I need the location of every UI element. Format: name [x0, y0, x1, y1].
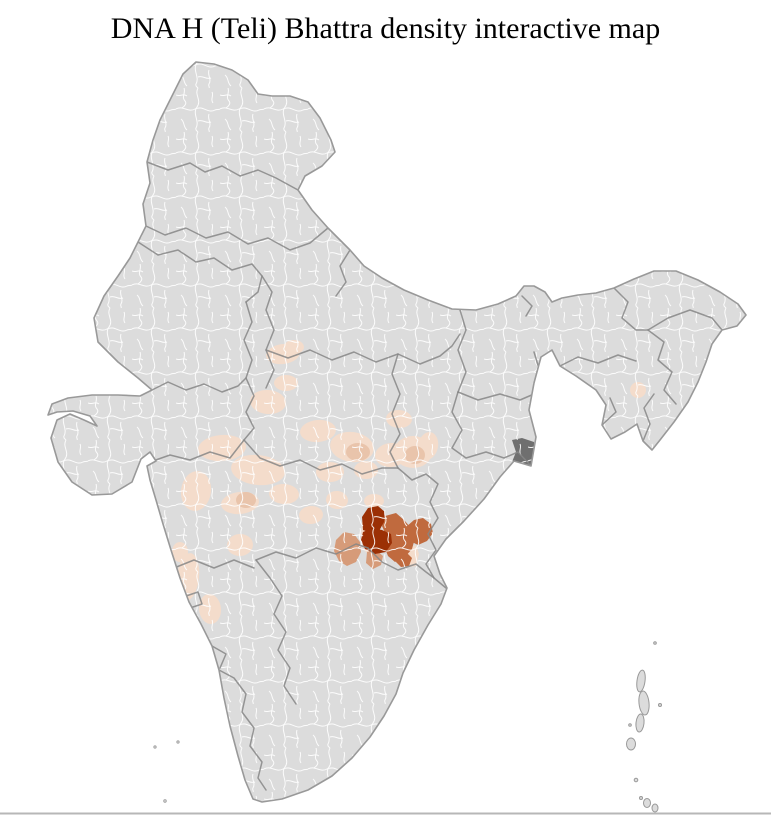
page-title: DNA H (Teli) Bhattra density interactive…	[110, 12, 661, 45]
bottom-divider	[0, 812, 771, 815]
lakshadweep-islands[interactable]	[153, 740, 180, 803]
state-borders	[137, 161, 723, 791]
andaman-nicobar-islands[interactable]	[626, 641, 662, 813]
india-outline	[47, 61, 747, 803]
